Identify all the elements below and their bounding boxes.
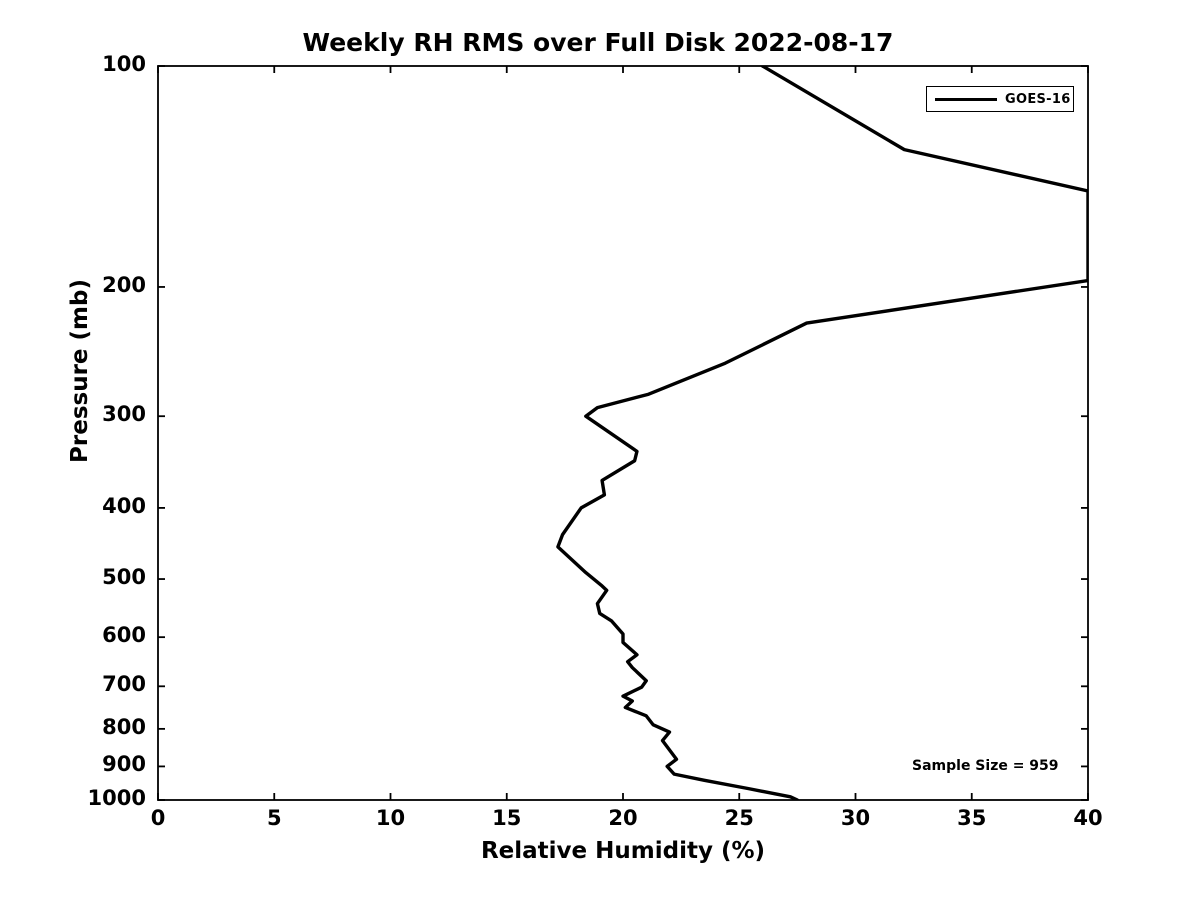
y-tick-label: 400 [102, 493, 146, 518]
x-tick-label: 40 [1073, 806, 1103, 830]
x-tick-label: 25 [724, 806, 754, 830]
y-tick-label: 600 [102, 623, 146, 648]
legend-label: GOES-16 [1005, 92, 1071, 107]
x-tick-label: 5 [266, 806, 282, 830]
y-tick-label: 700 [102, 672, 146, 697]
axis-ticks [157, 65, 1089, 801]
data-series [556, 66, 1088, 800]
x-tick-label: 20 [608, 806, 638, 830]
y-tick-label: 200 [102, 272, 146, 297]
y-tick-label: 800 [102, 714, 146, 739]
x-tick-label: 35 [957, 806, 987, 830]
x-tick-label: 0 [150, 806, 166, 830]
x-tick-label: 30 [840, 806, 871, 830]
legend-line-swatch [935, 98, 997, 102]
y-tick-label: 1000 [87, 786, 146, 810]
y-tick-label: 100 [102, 52, 146, 76]
sample-size-annotation: Sample Size = 959 [912, 758, 1059, 774]
page-title: Weekly RH RMS over Full Disk 2022-08-17 [302, 28, 894, 57]
x-tick-label: 10 [375, 806, 406, 830]
y-tick-label: 900 [102, 752, 146, 777]
x-tick-label: 15 [492, 806, 522, 830]
axes-frame [157, 65, 1089, 801]
legend: GOES-16 [926, 86, 1074, 112]
y-tick-label: 300 [102, 402, 146, 427]
y-tick-label: 500 [102, 565, 146, 590]
x-axis-label: Relative Humidity (%) [480, 838, 766, 864]
